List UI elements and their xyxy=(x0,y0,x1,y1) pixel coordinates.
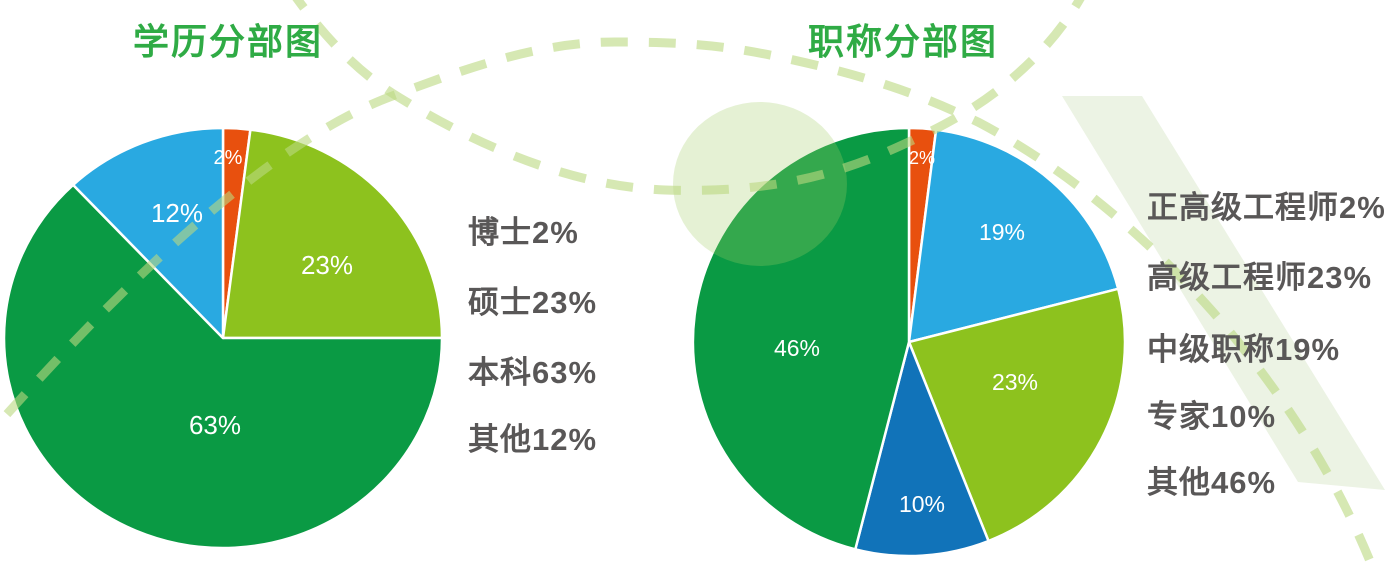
legend-item-boshi: 博士2% xyxy=(468,215,579,250)
pie-1-slice-中级职称 xyxy=(907,128,1120,344)
dashed-curve-upper xyxy=(292,0,1085,195)
pie-slice-percent-label: 63% xyxy=(189,410,241,440)
pie-0-slice-硕士 xyxy=(221,128,444,340)
pie-slice-percent-label: 2% xyxy=(214,147,243,169)
legend-item-qita-left: 其他12% xyxy=(468,422,598,457)
pie-slice-percent-label: 23% xyxy=(301,250,353,280)
pale-band-decoration xyxy=(1062,96,1385,490)
legend-item-benke: 本科63% xyxy=(468,355,598,390)
pie-1: 2% 19% 23% 10% 46% xyxy=(691,126,1127,558)
pie-1-slice-高级工程师 xyxy=(907,287,1127,543)
pie-slice-percent-label: 46% xyxy=(774,335,820,361)
pie-slice-percent-label: 2% xyxy=(909,148,935,168)
chart-title-education: 学历分部图 xyxy=(133,21,324,62)
chart-title-jobtitle: 职称分部图 xyxy=(808,21,999,62)
legend-item-zhuanjia: 专家10% xyxy=(1147,399,1277,434)
pie-0-slice-本科 xyxy=(2,183,444,550)
legend-item-zhenggaoji: 正高级工程师2% xyxy=(1147,190,1386,225)
legend-item-gaoji: 高级工程师23% xyxy=(1147,260,1373,295)
pie-0-slice-其他 xyxy=(71,126,225,340)
legend-item-qita-right: 其他46% xyxy=(1147,465,1277,500)
pie-1-slice-其他 xyxy=(691,126,911,551)
pie-slice-percent-label: 10% xyxy=(899,491,945,517)
pie-slice-percent-label: 19% xyxy=(979,219,1025,245)
pie-1-slice-专家 xyxy=(854,340,990,558)
pie-slice-percent-label: 12% xyxy=(151,198,203,228)
pie-slice-percent-label: 23% xyxy=(992,369,1038,395)
dashed-curve-lower xyxy=(0,37,1377,568)
legend-item-shuoshi: 硕士23% xyxy=(468,285,598,320)
legend-item-zhongji: 中级职称19% xyxy=(1147,332,1341,367)
pie-0: 2% 23% 63% 12% xyxy=(2,126,444,550)
